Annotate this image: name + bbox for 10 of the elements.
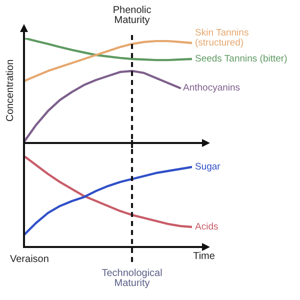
- series-label: Seeds Tannins (bitter): [195, 54, 288, 65]
- series-label: Sugar: [195, 162, 220, 173]
- series-label: Skin Tannins (structured): [195, 28, 249, 49]
- series-label: Anthocyanins: [183, 82, 240, 94]
- text: Technological Maturity: [102, 268, 162, 289]
- y-axis-title: Concentration: [4, 59, 16, 122]
- text: Phenolic Maturity: [112, 4, 152, 26]
- series-label: Acids: [195, 222, 218, 233]
- x-axis-title: Time: [193, 250, 216, 262]
- text: Veraison: [10, 254, 49, 265]
